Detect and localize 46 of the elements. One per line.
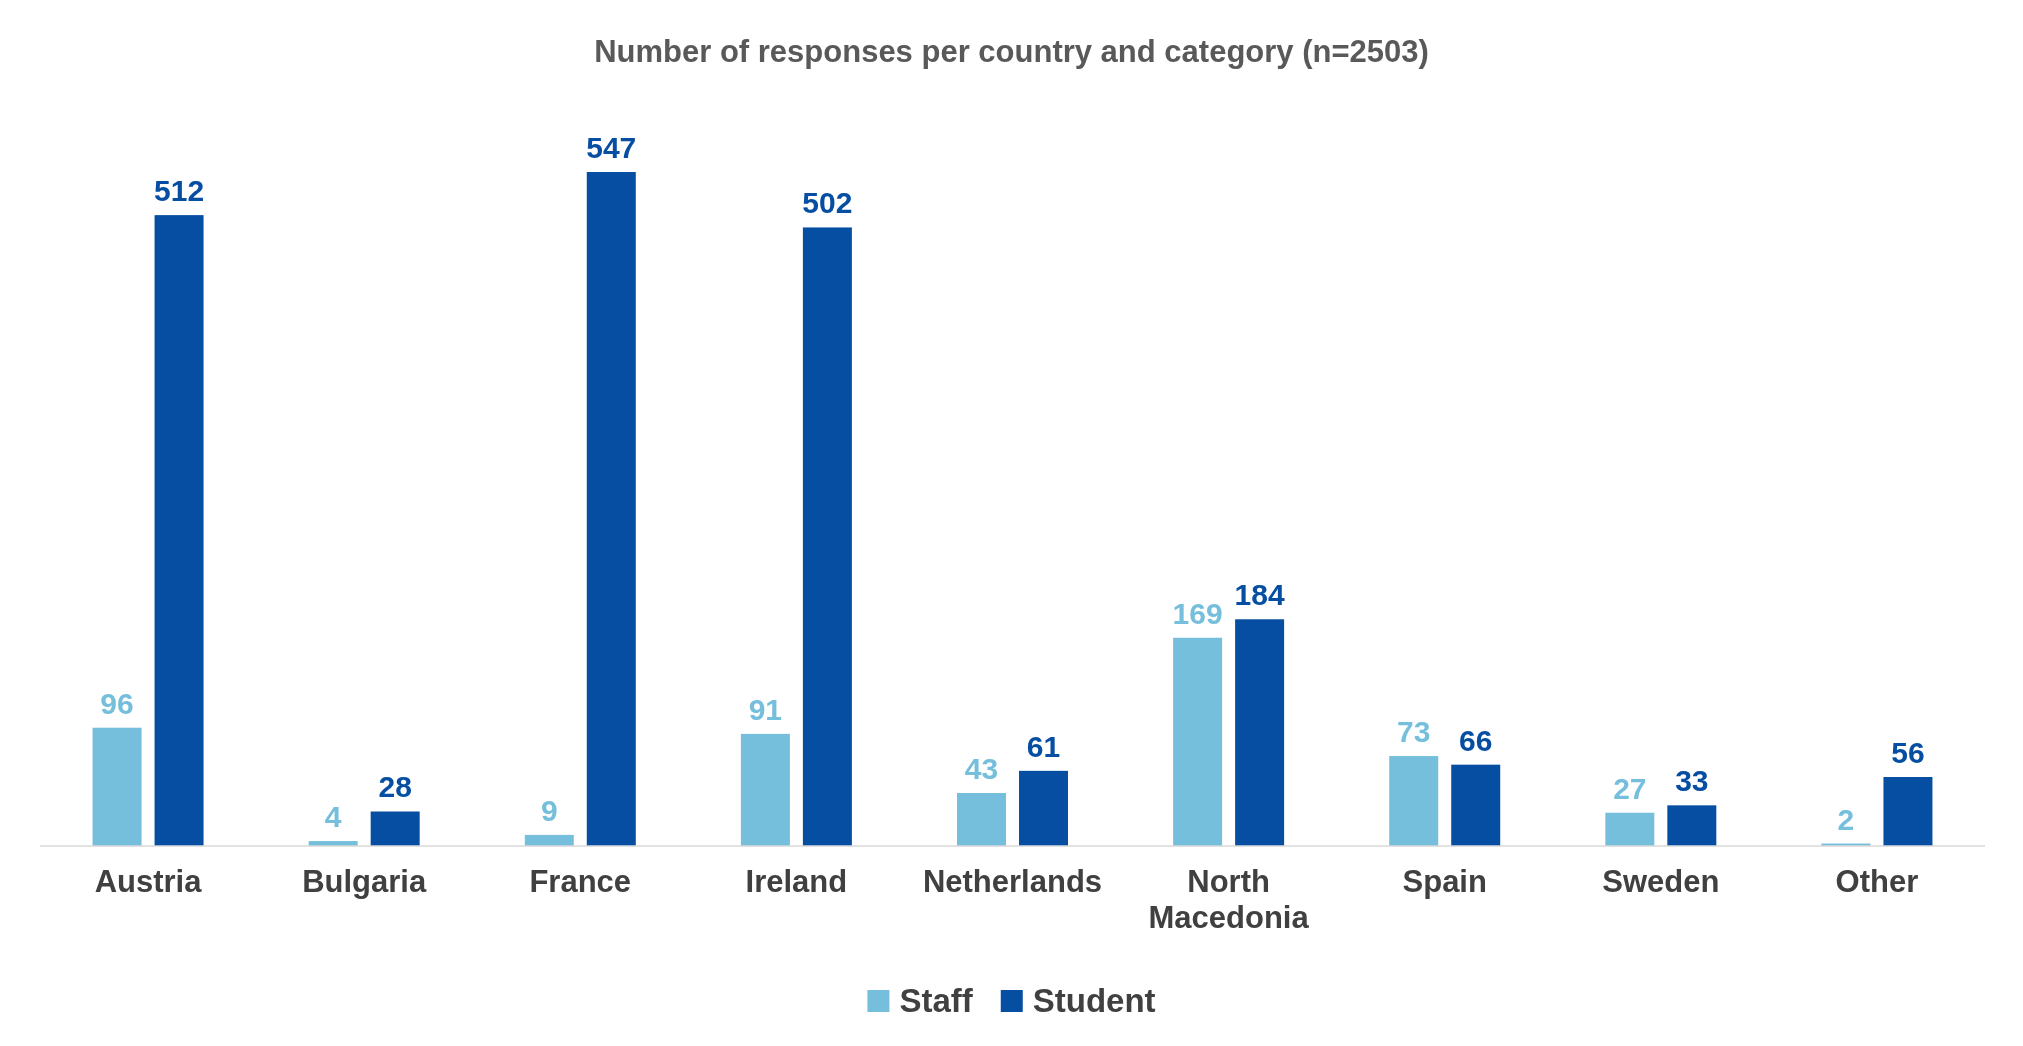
data-label: 56 [1891,736,1925,769]
legend-label: Staff [899,982,974,1019]
data-label: 502 [802,186,853,220]
data-label: 28 [378,770,412,804]
bar [957,793,1006,846]
bar [740,733,790,846]
data-label: 4 [324,800,342,834]
x-tick-label: North Macedonia [1148,864,1310,935]
data-label: 96 [100,686,134,720]
bar [92,727,142,846]
bar [802,227,852,846]
data-label: 61 [1026,729,1061,763]
legend-label: Student [1032,982,1156,1019]
data-label: 43 [964,752,999,786]
bar [1389,756,1439,846]
x-tick-label: Bulgaria [302,864,427,899]
bar [1019,770,1068,846]
bar [1883,777,1933,846]
x-tick-label: France [529,864,632,899]
chart-title: Number of responses per country and category (n=2503) [594,34,1429,69]
bar [1173,637,1223,846]
data-label: 547 [586,131,637,164]
bar [1667,805,1717,846]
data-label: 2 [1837,802,1855,836]
data-label: 9 [540,793,558,827]
bar [1235,619,1285,846]
x-tick-label: Ireland [745,864,848,899]
bar [154,215,204,846]
x-tick-label: Other [1835,864,1919,899]
data-label: 33 [1675,764,1709,798]
data-label: 91 [748,692,783,726]
x-tick-label: Netherlands [922,864,1103,899]
x-tick-label: Austria [94,864,203,899]
bar [524,834,574,846]
data-label: 66 [1459,723,1493,757]
bar [586,172,636,846]
data-label: 512 [154,174,205,208]
data-label: 27 [1613,771,1647,805]
data-label: 184 [1234,578,1285,612]
x-tick-label: Spain [1402,864,1487,899]
bar [1605,812,1655,846]
bar [370,811,420,846]
data-label: 169 [1172,596,1223,630]
bar [1451,764,1501,846]
data-label: 73 [1397,715,1431,749]
x-tick-label: Sweden [1602,864,1720,899]
